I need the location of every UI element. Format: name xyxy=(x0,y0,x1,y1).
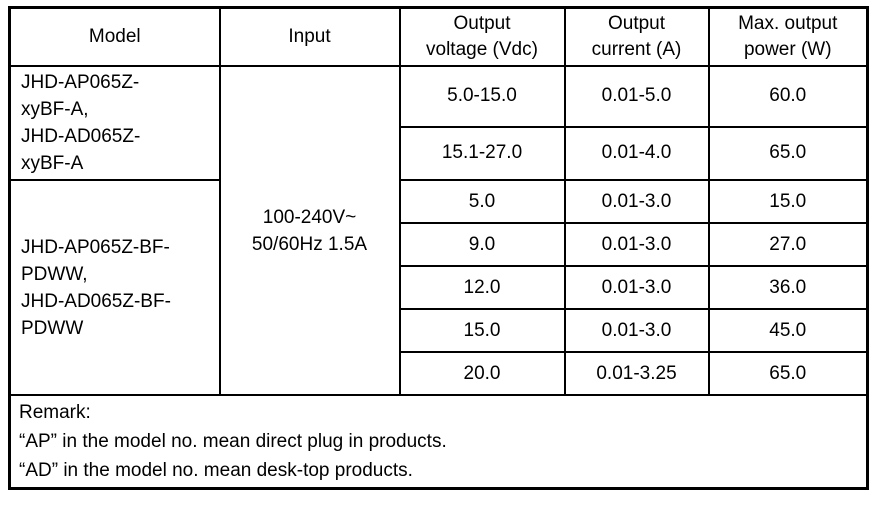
cell-current: 0.01-3.0 xyxy=(563,179,710,224)
table-row: 12.0 0.01-3.0 36.0 xyxy=(10,265,869,310)
cell-current: 0.01-3.0 xyxy=(563,308,710,353)
remark-title: Remark: xyxy=(19,402,91,423)
cell-voltage: 5.0 xyxy=(398,179,566,224)
cell-voltage: 20.0 xyxy=(398,351,566,396)
cell-current: 0.01-3.25 xyxy=(563,351,710,396)
col-header-max-output-power: Max. output power (W) xyxy=(707,6,869,67)
cell-current: 0.01-3.0 xyxy=(563,222,710,267)
cell-voltage: 5.0-15.0 xyxy=(398,65,566,128)
remark-line-ad: “AD” in the model no. mean desk-top prod… xyxy=(19,460,413,481)
cell-power: 45.0 xyxy=(707,308,869,353)
remark-row: Remark: “AP” in the model no. mean direc… xyxy=(8,394,869,490)
cell-power: 65.0 xyxy=(707,351,869,396)
table-row: 9.0 0.01-3.0 27.0 xyxy=(10,222,869,267)
cell-power: 36.0 xyxy=(707,265,869,310)
col-header-output-voltage: Output voltage (Vdc) xyxy=(398,6,566,67)
cell-power: 65.0 xyxy=(707,125,869,182)
table-row: JHD-AP065Z- xyBF-A, JHD-AD065Z- xyBF-A 1… xyxy=(8,65,869,396)
table-row: 15.1-27.0 0.01-4.0 65.0 xyxy=(10,125,869,182)
col-header-model: Model xyxy=(8,6,221,67)
col-header-input: Input xyxy=(218,6,401,67)
cell-current: 0.01-5.0 xyxy=(563,65,710,128)
table-row: 15.0 0.01-3.0 45.0 xyxy=(10,308,869,353)
cell-power: 27.0 xyxy=(707,222,869,267)
input-cell: 100-240V~ 50/60Hz 1.5A xyxy=(218,65,401,396)
cell-power: 60.0 xyxy=(707,65,869,128)
header-row: Model Input Output voltage (Vdc) Output … xyxy=(8,6,869,67)
model-group-1-cell: JHD-AP065Z- xyBF-A, JHD-AD065Z- xyBF-A xyxy=(8,65,221,181)
col-header-output-current: Output current (A) xyxy=(563,6,710,67)
cell-voltage: 15.1-27.0 xyxy=(398,125,566,182)
cell-voltage: 9.0 xyxy=(398,222,566,267)
table-row: JHD-AP065Z-BF- PDWW, JHD-AD065Z-BF- PDWW… xyxy=(8,179,869,396)
cell-current: 0.01-3.0 xyxy=(563,265,710,310)
cell-power: 15.0 xyxy=(707,179,869,224)
remark-cell: Remark: “AP” in the model no. mean direc… xyxy=(8,394,869,490)
table-row: 20.0 0.01-3.25 65.0 xyxy=(10,351,869,396)
cell-current: 0.01-4.0 xyxy=(563,125,710,182)
power-spec-table: Model Input Output voltage (Vdc) Output … xyxy=(8,6,869,490)
cell-voltage: 12.0 xyxy=(398,265,566,310)
model-group-2-cell: JHD-AP065Z-BF- PDWW, JHD-AD065Z-BF- PDWW xyxy=(8,179,221,396)
remark-line-ap: “AP” in the model no. mean direct plug i… xyxy=(19,431,447,452)
cell-voltage: 15.0 xyxy=(398,308,566,353)
